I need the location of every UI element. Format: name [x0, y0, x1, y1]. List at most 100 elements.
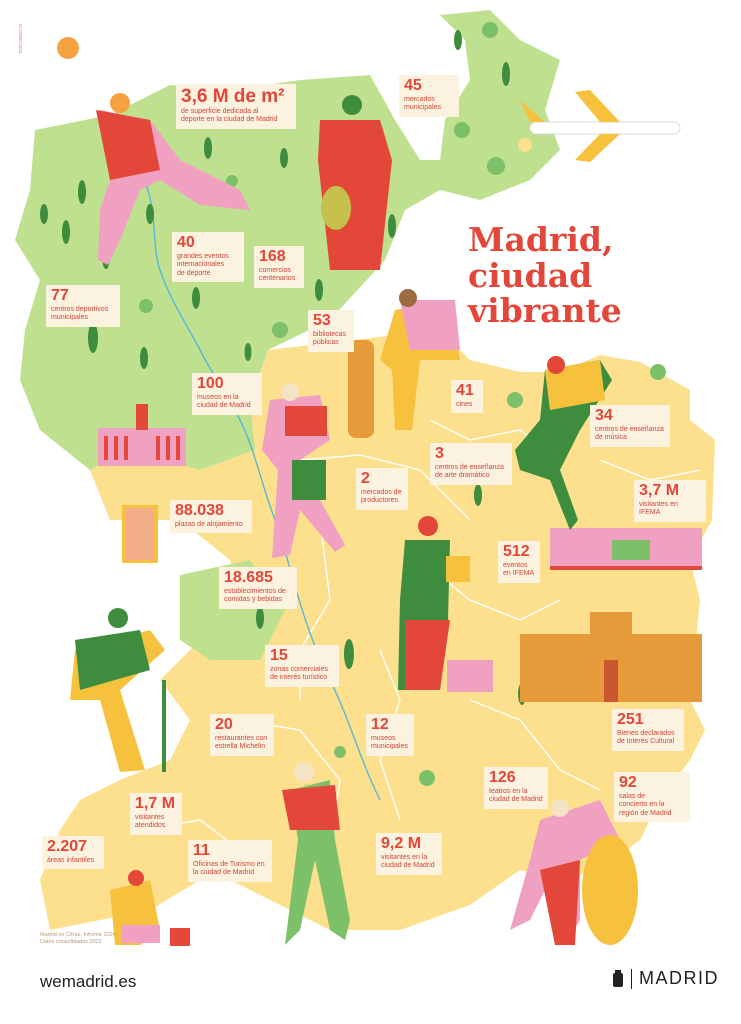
stat-value: 53 [313, 312, 331, 329]
stat-deporte-superficie: 3,6 M de m² de superficie dedicada al de… [176, 84, 296, 129]
madrid-crest-icon [613, 969, 623, 987]
stat-value: 2.207 [47, 838, 88, 855]
stat-label: de superficie dedicada al deporte en la … [181, 107, 278, 124]
stat-mercados: 45 mercados municipales [399, 75, 459, 117]
stat-value: 12 [371, 716, 389, 733]
stat-label: centros deportivos municipales [51, 305, 109, 322]
stat-value: 77 [51, 287, 69, 304]
stat-value: 512 [503, 543, 530, 560]
stat-value: 45 [404, 77, 422, 94]
stat-bibliotecas: 53 bibliotecas públicas [308, 310, 354, 352]
stat-areas-infantiles: 2.207 áreas infantiles [42, 836, 104, 870]
stat-bienes: 251 Bienes declarados de Interés Cultura… [612, 709, 684, 751]
stat-zonas-comerciales: 15 zonas comerciales de interés turístic… [265, 645, 339, 687]
stat-label: Bienes declarados de Interés Cultural [617, 729, 675, 746]
stat-value: 40 [177, 234, 195, 251]
shopper-figure [262, 383, 345, 558]
stat-comercios: 168 comercios centenarios [254, 246, 304, 288]
logo-wordmark: MADRID [639, 968, 719, 988]
stat-value: 88.038 [175, 502, 224, 519]
stat-value: 34 [595, 407, 613, 424]
trumpet-player-figure [515, 356, 612, 530]
stat-eventos-deporte: 40 grandes eventos internacionales de de… [172, 232, 244, 282]
logo-divider [631, 968, 632, 989]
stat-productores: 2 mercados de productores [356, 468, 408, 510]
ifema-building-icon [550, 528, 702, 570]
stat-label: establecimientos de comidas y bebidas [224, 587, 286, 604]
source-note: Madrid en Cifras. Informe 2024. Datos co… [40, 932, 118, 946]
stat-value: 20 [215, 716, 233, 733]
child-blocks-figure [110, 870, 190, 946]
stat-label: salas de concierto en la región de Madri… [619, 792, 672, 817]
market-woman-figure [318, 95, 392, 270]
stat-value: 15 [270, 647, 288, 664]
stat-label: teatros en la ciudad de Madrid [489, 787, 543, 804]
hiker-figure [282, 762, 350, 945]
businessman-figure [398, 516, 493, 692]
stat-value: 126 [489, 769, 516, 786]
madrid-logo: MADRID [612, 968, 719, 989]
trees [40, 30, 596, 705]
stat-musica: 34 centros de enseñanza de música [590, 405, 670, 447]
skyscraper-icon [348, 340, 374, 438]
stat-label: centros de enseñanza de arte dramático [435, 463, 504, 480]
las-ventas-icon [520, 612, 702, 702]
stat-label: eventos en IFEMA [503, 561, 535, 578]
diner-figure [70, 608, 166, 772]
stat-turismo: 11 Oficinas de Turismo en la ciudad de M… [188, 840, 272, 882]
cibeles-palace-icon [98, 404, 186, 466]
stat-ifema-eventos: 512 eventos en IFEMA [498, 541, 540, 583]
stat-label: plazas de alojamiento [175, 520, 243, 528]
stat-label: Oficinas de Turismo en la ciudad de Madr… [193, 860, 265, 877]
page-title: Madrid, ciudad vibrante [468, 220, 622, 331]
stat-cines: 41 cines [451, 380, 483, 414]
stat-label: cines [456, 400, 473, 408]
stat-label: museos municipales [371, 734, 408, 751]
stat-centros-deportivos: 77 centros deportivos municipales [46, 285, 120, 327]
stat-value: 100 [197, 375, 224, 392]
stat-value: 41 [456, 382, 474, 399]
stat-visitantes-atendidos: 1,7 M visitantes atendidos [130, 793, 182, 835]
stat-conciertos: 92 salas de concierto en la región de Ma… [614, 772, 690, 822]
round-trees [139, 22, 666, 786]
stat-label: grandes eventos internacionales de depor… [177, 252, 229, 277]
stat-michelin: 20 restaurantes con estrella Michelin [210, 714, 274, 756]
stat-value: 3 [435, 445, 444, 462]
stat-value: 9,2 M [381, 835, 422, 852]
stat-label: museos en la ciudad de Madrid [197, 393, 251, 410]
stat-museos-ciudad: 100 museos en la ciudad de Madrid [192, 373, 262, 415]
stat-label: visitantes en IFEMA [639, 500, 678, 517]
stat-value: 2 [361, 470, 370, 487]
stat-teatros: 126 teatros en la ciudad de Madrid [484, 767, 548, 809]
stat-alojamiento: 88.038 plazas de alojamiento [170, 500, 252, 534]
stat-label: mercados municipales [404, 95, 441, 112]
stat-value: 18.685 [224, 569, 273, 586]
stat-label: centros de enseñanza de música [595, 425, 664, 442]
legal-deposit-code: M-22890-2024 [18, 24, 23, 54]
cellist-figure [510, 799, 638, 945]
stat-value: 251 [617, 711, 644, 728]
stat-arte-dramatico: 3 centros de enseñanza de arte dramático [430, 443, 512, 485]
stat-label: áreas infantiles [47, 856, 95, 864]
airplane-icon [520, 90, 681, 162]
reader-figure [380, 289, 460, 430]
stat-label: comercios centenarios [259, 266, 296, 283]
stat-value: 3,6 M de m² [181, 86, 285, 107]
stat-value: 3,7 M [639, 482, 680, 499]
basketball-player-figure [57, 37, 250, 265]
stat-label: bibliotecas públicas [313, 330, 347, 347]
stat-label: mercados de productores [361, 488, 402, 505]
stat-ifema-visitantes: 3,7 M visitantes en IFEMA [634, 480, 706, 522]
stat-label: restaurantes con estrella Michelin [215, 734, 268, 751]
stat-value: 168 [259, 248, 286, 265]
stat-value: 11 [193, 842, 210, 859]
stat-label: visitantes en la ciudad de Madrid [381, 853, 435, 870]
stat-museos-municipales: 12 museos municipales [366, 714, 414, 756]
stat-label: visitantes atendidos [135, 813, 166, 830]
stat-label: zonas comerciales de interés turístico [270, 665, 328, 682]
stat-visitantes-ciudad: 9,2 M visitantes en la ciudad de Madrid [376, 833, 442, 875]
stat-comidas: 18.685 establecimientos de comidas y beb… [219, 567, 297, 609]
footer-url-link[interactable]: wemadrid.es [40, 972, 137, 991]
stat-value: 92 [619, 774, 637, 791]
